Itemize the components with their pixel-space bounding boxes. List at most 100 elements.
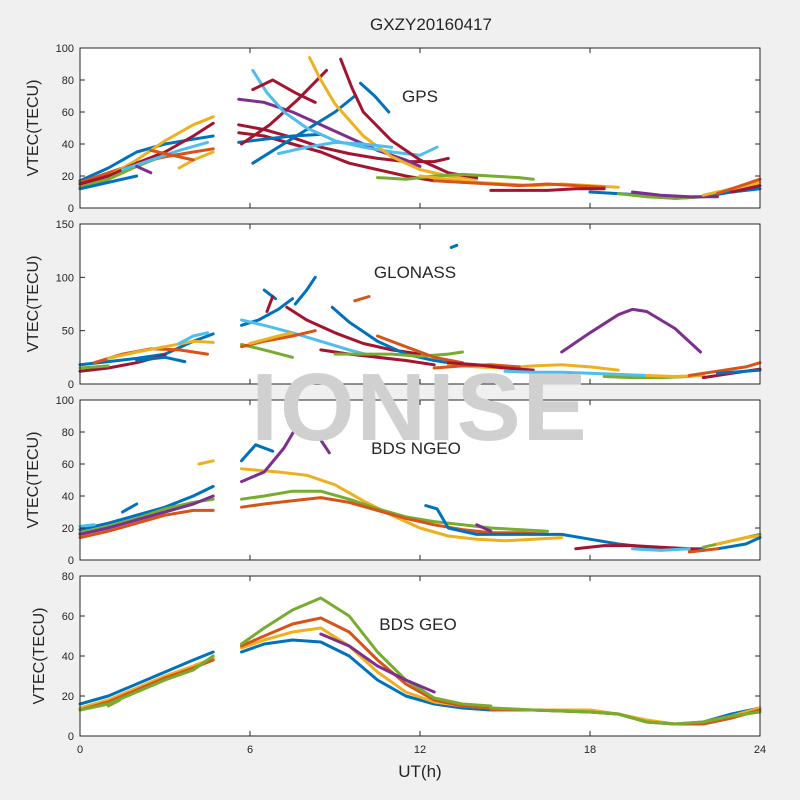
series-line [240,422,300,484]
series-line [78,523,96,528]
series-line [78,121,215,186]
series-line [276,140,394,156]
series-line [240,443,275,463]
y-tick-label: 80 [62,75,74,87]
series-line [376,334,464,365]
series-line [631,190,719,199]
y-tick-label: 20 [62,523,74,535]
series-line [319,438,331,455]
series-line [78,134,215,183]
series-line [197,459,215,466]
series-line [489,187,606,192]
y-tick-label: 150 [56,219,74,231]
series-line [149,148,195,162]
panel-glonass: 0 50 100 150 VTEC(TECU) GLONASS [25,219,762,391]
series-line [78,494,215,536]
series-line [121,502,139,514]
series-line [333,350,464,358]
series-line [177,331,209,345]
series-line [432,179,606,189]
plot-area [80,576,760,736]
series-line [449,243,459,249]
series-line [78,364,110,370]
series-line [631,547,691,552]
series-line [240,318,379,359]
y-tick-label: 20 [62,171,74,183]
series-group [78,422,762,554]
series-line [330,305,464,367]
series-line [716,536,762,551]
series-line [135,355,187,364]
series-line [237,97,422,168]
series-line [78,654,215,712]
series-line [78,174,139,191]
y-tick-label: 100 [56,272,74,284]
series-line [240,616,493,710]
y-axis-label: VTEC(TECU) [25,80,42,177]
y-tick-label: 0 [68,379,74,391]
series-line [489,706,762,726]
series-line [265,295,275,313]
series-group [78,243,762,380]
series-line [503,369,649,377]
y-tick-label: 60 [62,459,74,471]
y-tick-label: 0 [68,731,74,743]
series-line [78,508,215,540]
series-line [240,489,549,533]
series-line [240,467,564,543]
series-line [716,534,762,546]
series-line [106,698,122,708]
y-tick-label: 100 [56,395,74,407]
series-line [78,650,215,706]
series-line [135,164,153,175]
y-tick-label: 20 [62,691,74,703]
panel-bds-geo: 0 20 40 60 80 0 6 12 18 24 VTEC(TECU) BDS GEO [31,571,766,756]
series-line [376,172,535,181]
panel-gps: 0 20 40 60 80 100 VTEC(TECU) GPS [25,43,762,215]
series-line [446,361,535,372]
series-line [293,275,317,306]
series-line [240,596,493,708]
series-line [240,496,549,536]
series-line [78,484,215,532]
series-line [78,656,215,710]
series-line [687,361,762,377]
series-line [319,632,436,694]
x-tick-label: 12 [414,744,426,756]
series-group [78,56,762,200]
series-line [353,295,371,303]
y-tick-label: 60 [62,611,74,623]
watermark: IONISE [251,354,588,461]
x-tick-label: 0 [77,744,83,756]
y-axis-label: VTEC(TECU) [25,432,42,529]
series-line [560,307,702,354]
y-tick-label: 40 [62,491,74,503]
panel-label: GLONASS [374,263,456,282]
series-line [716,368,762,375]
y-tick-label: 80 [62,427,74,439]
y-tick-label: 50 [62,326,74,338]
panel-label: GPS [402,87,438,106]
y-tick-label: 40 [62,139,74,151]
y-axis-label: VTEC(TECU) [25,256,42,353]
panel-label: BDS NGEO [371,439,461,458]
y-tick-label: 100 [56,43,74,55]
series-line [359,81,391,114]
series-line [446,363,620,372]
x-axis-label: UT(h) [398,762,441,781]
series-line [687,547,719,554]
panel-bds-ngeo: 0 20 40 60 80 100 VTEC(TECU) BDS NGEO [25,395,762,567]
series-line [475,523,493,533]
x-tick-label: 6 [247,744,253,756]
y-tick-label: 80 [62,571,74,583]
x-tick-label: 24 [754,744,766,756]
series-line [248,331,294,345]
series-line [574,544,705,552]
y-tick-label: 60 [62,107,74,119]
plot-area [80,400,760,560]
series-group [78,596,762,726]
series-line [121,140,209,172]
chart-title: GXZY20160417 [370,15,492,34]
